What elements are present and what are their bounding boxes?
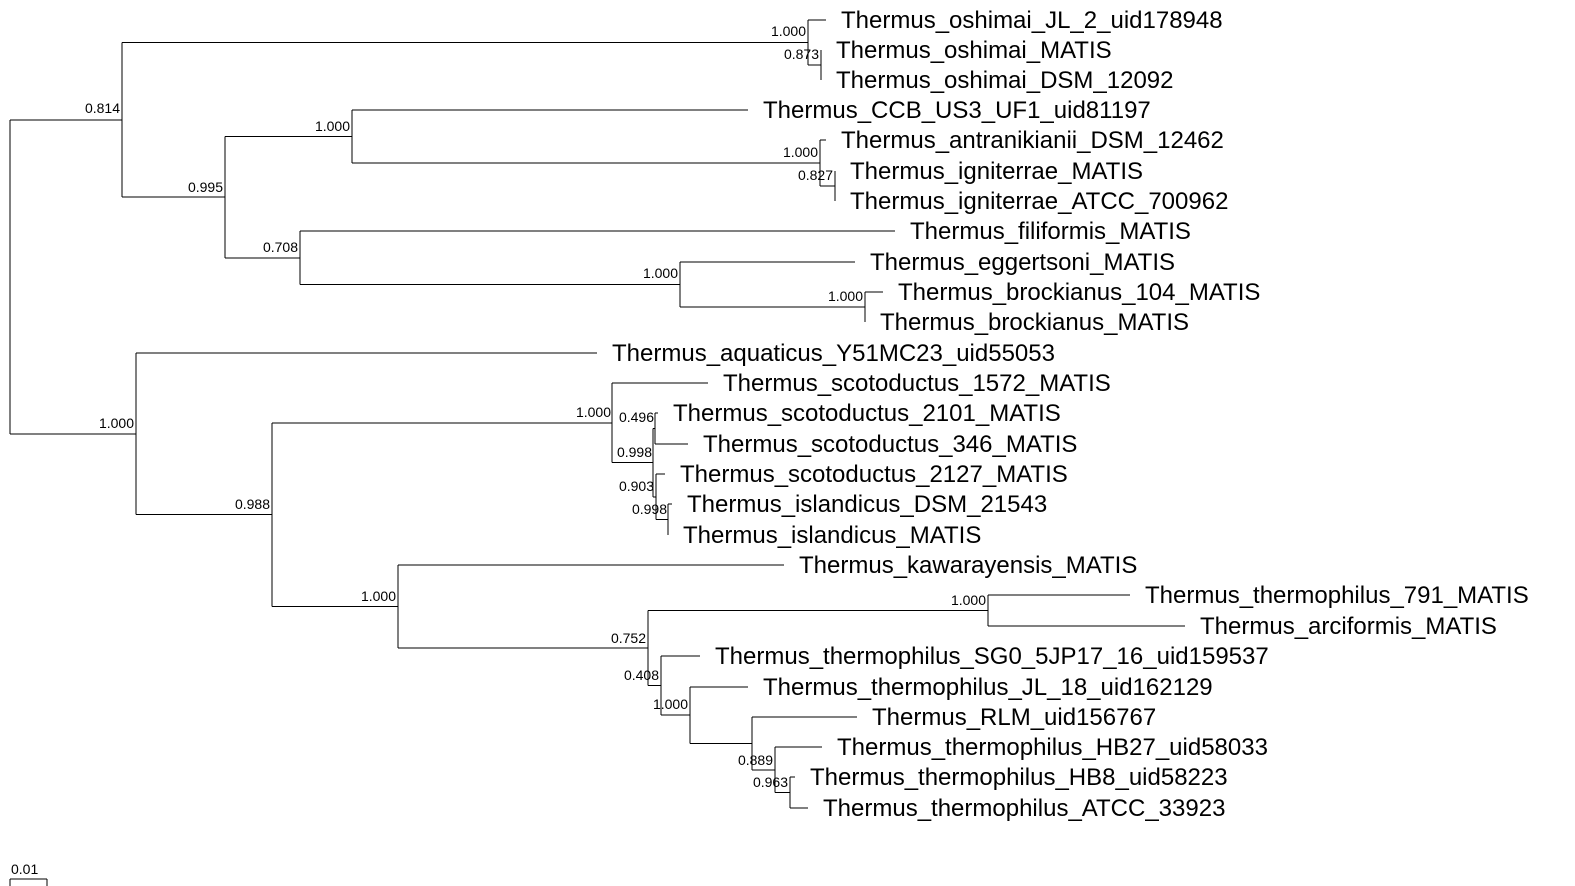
support-value: 0.873 bbox=[784, 46, 819, 62]
support-value: 1.000 bbox=[361, 588, 396, 604]
leaf-label: Thermus_islandicus_DSM_21543 bbox=[687, 491, 1047, 518]
support-value: 1.000 bbox=[576, 404, 611, 420]
support-value: 1.000 bbox=[643, 265, 678, 281]
leaf-label: Thermus_brockianus_MATIS bbox=[880, 309, 1189, 336]
leaf-label: Thermus_oshimai_JL_2_uid178948 bbox=[841, 7, 1223, 34]
leaf-label: Thermus_eggertsoni_MATIS bbox=[870, 249, 1175, 276]
support-value: 0.708 bbox=[263, 239, 298, 255]
support-value: 0.408 bbox=[624, 667, 659, 683]
scale-bar-label: 0.01 bbox=[11, 861, 38, 877]
scale-bar: 0.01 bbox=[9, 861, 48, 886]
leaf-label: Thermus_aquaticus_Y51MC23_uid55053 bbox=[612, 340, 1055, 367]
support-value: 1.000 bbox=[315, 118, 350, 134]
support-value: 0.995 bbox=[188, 179, 223, 195]
support-value: 0.998 bbox=[617, 444, 652, 460]
leaf-label: Thermus_scotoductus_1572_MATIS bbox=[723, 370, 1111, 397]
leaf-label: Thermus_arciformis_MATIS bbox=[1200, 613, 1497, 640]
leaf-label: Thermus_thermophilus_ATCC_33923 bbox=[823, 795, 1225, 822]
leaf-label: Thermus_scotoductus_2127_MATIS bbox=[680, 461, 1068, 488]
support-value: 0.827 bbox=[798, 167, 833, 183]
leaf-label: Thermus_thermophilus_SG0_5JP17_16_uid159… bbox=[715, 643, 1269, 670]
support-value: 0.814 bbox=[85, 100, 120, 116]
leaf-label: Thermus_kawarayensis_MATIS bbox=[799, 552, 1137, 579]
support-value: 1.000 bbox=[771, 23, 806, 39]
support-value: 1.000 bbox=[951, 592, 986, 608]
leaf-label: Thermus_islandicus_MATIS bbox=[683, 522, 981, 549]
support-value: 1.000 bbox=[99, 415, 134, 431]
support-value: 0.963 bbox=[753, 774, 788, 790]
leaf-label: Thermus_oshimai_MATIS bbox=[836, 37, 1112, 64]
leaf-label: Thermus_scotoductus_2101_MATIS bbox=[673, 400, 1061, 427]
leaf-label: Thermus_CCB_US3_UF1_uid81197 bbox=[763, 97, 1151, 124]
leaf-label: Thermus_thermophilus_HB8_uid58223 bbox=[810, 764, 1228, 791]
leaf-label: Thermus_brockianus_104_MATIS bbox=[898, 279, 1260, 306]
leaf-label: Thermus_oshimai_DSM_12092 bbox=[836, 67, 1174, 94]
support-value: 1.000 bbox=[828, 288, 863, 304]
support-value: 0.752 bbox=[611, 630, 646, 646]
leaf-label: Thermus_thermophilus_JL_18_uid162129 bbox=[763, 674, 1213, 701]
support-value: 1.000 bbox=[783, 144, 818, 160]
leaf-label: Thermus_thermophilus_791_MATIS bbox=[1145, 582, 1529, 609]
support-value: 0.496 bbox=[619, 409, 654, 425]
support-value: 1.000 bbox=[653, 696, 688, 712]
tree-branches bbox=[9, 19, 1185, 809]
tree-labels: Thermus_oshimai_JL_2_uid178948 Thermus_os… bbox=[85, 7, 1529, 822]
leaf-label: Thermus_thermophilus_HB27_uid58033 bbox=[837, 734, 1268, 761]
leaf-label: Thermus_igniterrae_ATCC_700962 bbox=[850, 188, 1228, 215]
support-value: 0.889 bbox=[738, 752, 773, 768]
support-value: 0.988 bbox=[235, 496, 270, 512]
support-value: 0.903 bbox=[619, 478, 654, 494]
leaf-label: Thermus_scotoductus_346_MATIS bbox=[703, 431, 1077, 458]
leaf-label: Thermus_filiformis_MATIS bbox=[910, 218, 1191, 245]
leaf-label: Thermus_antranikianii_DSM_12462 bbox=[841, 127, 1224, 154]
support-value: 0.998 bbox=[632, 501, 667, 517]
leaf-label: Thermus_RLM_uid156767 bbox=[872, 704, 1156, 731]
leaf-label: Thermus_igniterrae_MATIS bbox=[850, 158, 1143, 185]
